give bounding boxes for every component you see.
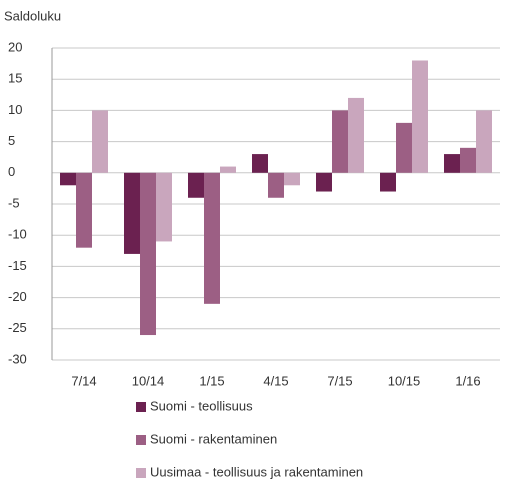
y-tick-label: -30 — [8, 351, 27, 366]
y-tick-label: -10 — [8, 227, 27, 242]
bar — [92, 110, 108, 173]
y-tick-label: 15 — [8, 71, 22, 86]
legend-swatch — [136, 435, 146, 445]
bar — [380, 172, 396, 192]
bar — [268, 172, 284, 198]
bar — [444, 154, 460, 173]
legend-swatch — [136, 468, 146, 478]
legend-swatch — [136, 402, 146, 412]
x-tick-label: 7/15 — [327, 373, 352, 388]
bar — [412, 60, 428, 173]
y-tick-label: -15 — [8, 258, 27, 273]
y-tick-label: 5 — [8, 133, 15, 148]
bar — [204, 172, 220, 304]
bar — [348, 97, 364, 173]
bar — [124, 172, 140, 254]
x-tick-label: 1/16 — [455, 373, 480, 388]
bar — [396, 122, 412, 173]
bar — [460, 147, 476, 173]
y-tick-label: 10 — [8, 102, 22, 117]
legend-label: Suomi - teollisuus — [150, 398, 253, 413]
bar — [252, 154, 268, 173]
y-tick-label: -20 — [8, 289, 27, 304]
bar — [476, 110, 492, 173]
bar — [284, 172, 300, 186]
bar — [316, 172, 332, 192]
legend-label: Suomi - rakentaminen — [150, 431, 277, 446]
y-axis-label: Saldoluku — [4, 8, 61, 23]
bar — [220, 166, 236, 173]
x-tick-label: 7/14 — [71, 373, 96, 388]
x-tick-label: 10/15 — [388, 373, 421, 388]
bar — [156, 172, 172, 242]
y-tick-label: -5 — [8, 195, 20, 210]
bar — [60, 172, 76, 186]
bar — [188, 172, 204, 198]
y-tick-label: -25 — [8, 320, 27, 335]
legend-label: Uusimaa - teollisuus ja rakentaminen — [150, 464, 363, 479]
bar — [332, 110, 348, 173]
y-tick-label: 0 — [8, 164, 15, 179]
x-tick-label: 1/15 — [199, 373, 224, 388]
x-tick-label: 4/15 — [263, 373, 288, 388]
bar — [140, 172, 156, 336]
x-tick-label: 10/14 — [132, 373, 165, 388]
bar — [76, 172, 92, 248]
y-tick-label: 20 — [8, 39, 22, 54]
